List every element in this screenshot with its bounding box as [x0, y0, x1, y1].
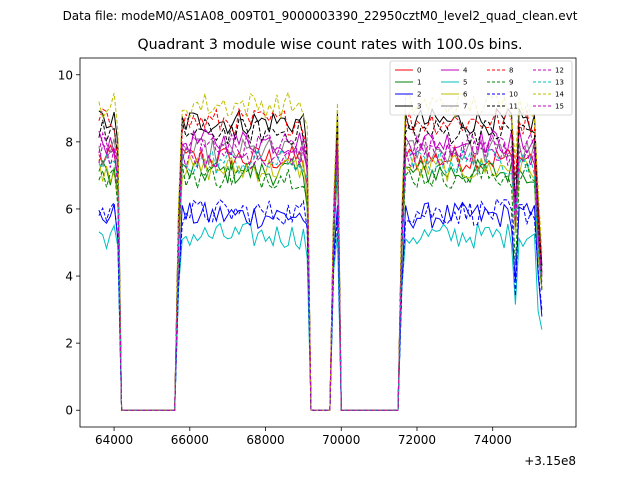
legend-label-6: 6 [463, 91, 468, 99]
legend-frame [389, 60, 573, 116]
legend-label-0: 0 [417, 67, 421, 75]
x-tick-label: 74000 [474, 433, 512, 447]
y-tick-label: 4 [65, 270, 73, 284]
x-axis-offset-label: +3.15e8 [524, 454, 576, 468]
y-tick-label: 6 [65, 202, 73, 216]
y-tick-label: 10 [58, 68, 73, 82]
series-line-15 [98, 141, 543, 411]
legend-label-10: 10 [509, 91, 518, 99]
legend-label-11: 11 [509, 103, 518, 111]
x-tick-label: 72000 [398, 433, 436, 447]
legend-label-12: 12 [555, 67, 564, 75]
chart-title: Quadrant 3 module wise count rates with … [137, 37, 522, 53]
series-layer [98, 90, 543, 411]
legend-label-14: 14 [555, 91, 564, 99]
legend-label-4: 4 [463, 67, 468, 75]
x-tick-label: 66000 [171, 433, 209, 447]
y-axis: 0 2 4 6 8 10 [58, 68, 80, 418]
x-tick-label: 68000 [246, 433, 284, 447]
legend-label-5: 5 [463, 79, 467, 87]
x-tick-label: 70000 [322, 433, 360, 447]
legend-label-15: 15 [555, 103, 564, 111]
suptitle: Data file: modeM0/AS1A08_009T01_90000033… [63, 9, 578, 23]
axes-frame [79, 57, 577, 428]
legend-label-1: 1 [417, 79, 421, 87]
y-tick-label: 0 [65, 404, 73, 418]
legend-label-8: 8 [509, 67, 513, 75]
y-tick-label: 2 [65, 337, 73, 351]
x-axis: 64000 66000 68000 70000 72000 74000 [95, 427, 512, 447]
legend-label-7: 7 [463, 103, 467, 111]
legend-label-2: 2 [417, 91, 421, 99]
plot-area [80, 58, 576, 427]
legend-label-13: 13 [555, 79, 564, 87]
x-tick-label: 64000 [95, 433, 133, 447]
y-tick-label: 8 [65, 135, 73, 149]
legend-label-9: 9 [509, 79, 513, 87]
legend-label-3: 3 [417, 103, 421, 111]
